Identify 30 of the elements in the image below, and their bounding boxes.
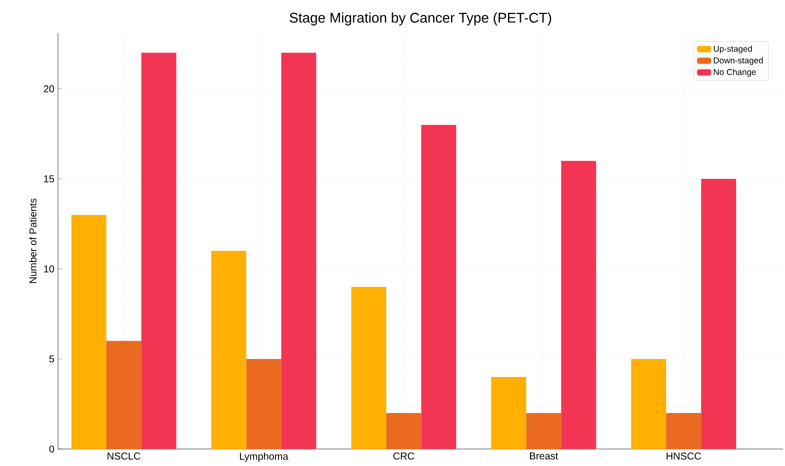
legend-label: Up-staged	[714, 46, 752, 54]
bar	[561, 160, 596, 449]
bar	[246, 358, 282, 449]
bar	[351, 286, 386, 449]
bar	[631, 358, 666, 449]
bar	[491, 376, 526, 449]
x-tick-label: NSCLC	[108, 452, 140, 460]
bar	[526, 412, 562, 449]
bar	[106, 340, 142, 449]
x-tick-label: CRC	[393, 452, 414, 460]
legend-label: Down-staged	[714, 57, 763, 66]
x-tick-label: Breast	[530, 452, 558, 460]
bar	[141, 52, 176, 449]
chart-title: Stage Migration by Cancer Type (PET-CT)	[290, 12, 552, 26]
bar	[666, 412, 702, 449]
y-tick-label: 5	[49, 355, 54, 362]
bar	[71, 214, 106, 449]
bar	[386, 412, 422, 449]
x-tick-label: HNSCC	[666, 452, 702, 460]
legend-label: No Change	[714, 68, 756, 77]
bar	[701, 178, 736, 449]
bar	[421, 124, 456, 449]
bar	[281, 52, 316, 449]
y-tick-label: 15	[44, 175, 54, 182]
bar	[211, 250, 246, 449]
y-axis-title: Number of Patients	[29, 198, 36, 283]
y-tick-label: 10	[44, 265, 54, 272]
x-tick-label: Lymphoma	[240, 452, 288, 462]
y-tick-label: 20	[44, 85, 54, 92]
y-tick-label: 0	[49, 445, 54, 453]
